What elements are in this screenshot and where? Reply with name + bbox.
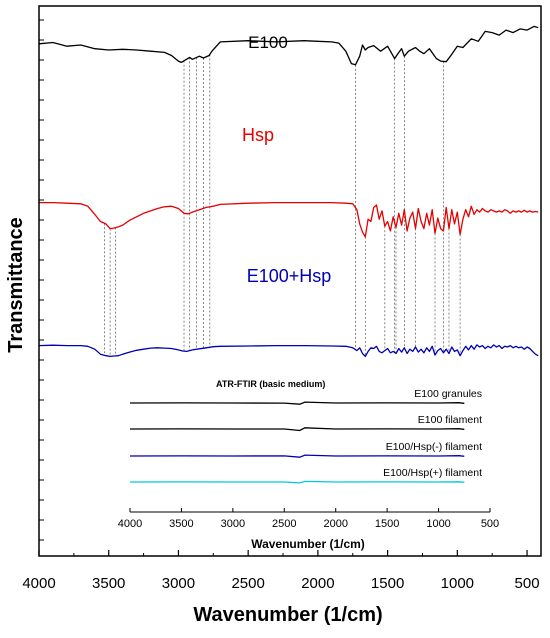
main-x-tick-label-1500: 1500 (371, 575, 404, 592)
series-line-e100 (38, 25, 539, 66)
series-label-e100: E100 (248, 33, 288, 52)
inset-line-e100-granules (129, 401, 465, 405)
series-label-e100-hsp: E100+Hsp (247, 266, 332, 286)
inset-line-e100-hsp-filament (129, 454, 465, 458)
inset-x-tick-label-3000: 3000 (221, 518, 245, 530)
inset-label-e100-granules: E100 granules (414, 388, 482, 400)
main-plot-frame (38, 5, 542, 557)
series-label-hsp: Hsp (242, 125, 274, 145)
inset-title: ATR-FTIR (basic medium) (216, 379, 325, 389)
inset-x-tick-label-2500: 2500 (272, 518, 296, 530)
inset-line-e100-hsp-filament (129, 480, 465, 484)
main-series-lines (38, 25, 539, 358)
inset-x-tick-label-1500: 1500 (375, 518, 399, 530)
inset-x-tick-label-2000: 2000 (323, 518, 347, 530)
inset-label-e100-filament: E100 filament (418, 414, 482, 426)
inset-background (120, 374, 500, 512)
main-x-tick-label-2000: 2000 (301, 575, 334, 592)
main-chart: 4000 3500 3000 2500 2000 1500 1000 500 E100 Hsp… (5, 5, 542, 626)
main-x-tick-label-4000: 4000 (22, 575, 55, 592)
inset-x-tick-label-4000: 4000 (118, 518, 142, 530)
inset-x-tick-label-1000: 1000 (426, 518, 450, 530)
inset-x-tick-label-500: 500 (481, 518, 499, 530)
main-x-ticks: 4000 3500 3000 2500 2000 1500 1000 500 (22, 550, 540, 592)
main-x-tick-label-2500: 2500 (231, 575, 264, 592)
inset-x-axis-label: Wavenumber (1/cm) (251, 537, 365, 551)
main-guide-lines (104, 54, 461, 357)
inset-label-e100-hsp-filament: E100/Hsp(-) filament (386, 441, 482, 453)
main-y-ticks (39, 19, 44, 541)
inset-series-lines (129, 401, 465, 484)
main-y-axis-label: Transmittance (5, 217, 27, 353)
series-line-e100-hsp (38, 344, 539, 358)
inset-x-tick-label-3500: 3500 (169, 518, 193, 530)
main-x-tick-label-500: 500 (515, 575, 540, 592)
main-x-tick-label-3000: 3000 (162, 575, 195, 592)
main-x-axis-label: Wavenumber (1/cm) (193, 604, 382, 626)
main-x-tick-label-1000: 1000 (441, 575, 474, 592)
inset-x-ticks: 4000 3500 3000 2500 2000 1500 1000 500 (118, 508, 499, 530)
main-x-tick-label-3500: 3500 (92, 575, 125, 592)
series-line-hsp (39, 201, 539, 238)
inset-line-e100-filament (129, 427, 465, 432)
inset-label-e100-hsp-filament: E100/Hsp(+) filament (383, 467, 482, 479)
inset-chart: ATR-FTIR (basic medium) E100 granulesE10… (118, 374, 500, 551)
inset-series-labels: E100 granules E100 filament E100/Hsp(-) fi… (383, 388, 482, 479)
